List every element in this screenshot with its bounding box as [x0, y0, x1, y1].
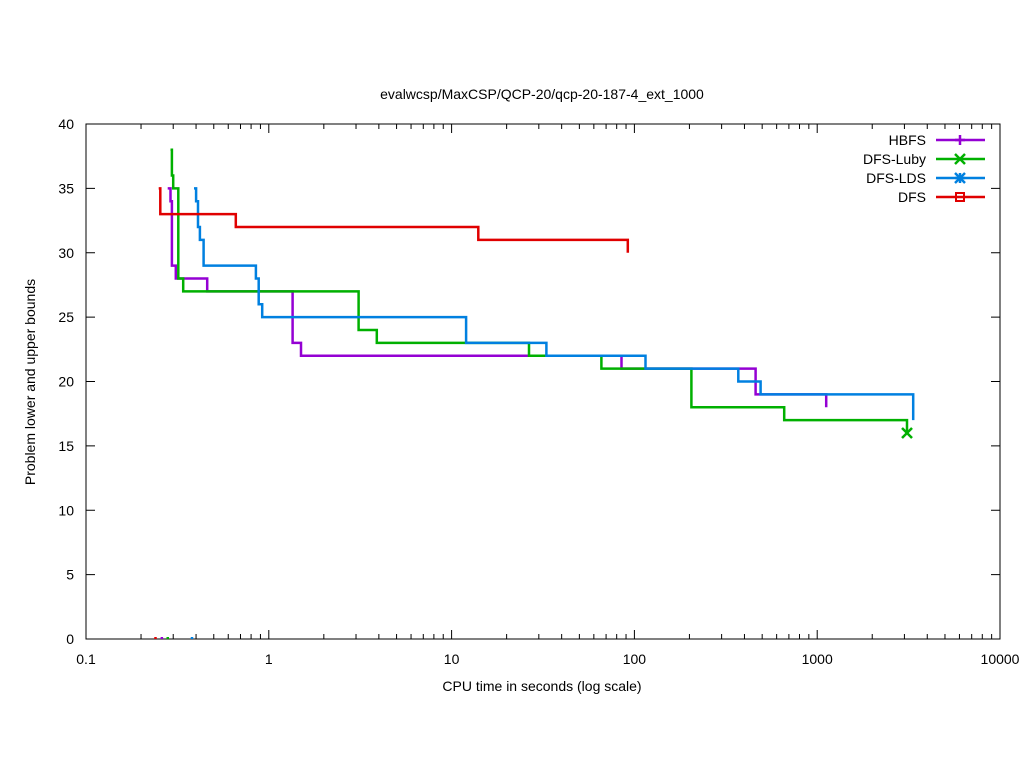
x-tick-label: 10000: [981, 651, 1020, 667]
x-tick-label: 100: [623, 651, 647, 667]
legend-marker: [954, 153, 966, 165]
y-tick-label: 30: [58, 245, 74, 261]
x-tick-label: 1000: [802, 651, 833, 667]
plot-area: 0.1 1 10 100 1000 10000 0 5 10 15 20 25 30 35 40: [58, 116, 1019, 667]
series-line-dfs-luby: [170, 148, 909, 433]
chart-title: evalwcsp/MaxCSP/QCP-20/qcp-20-187-4_ext_…: [380, 86, 704, 102]
x-tick-label: 0.1: [76, 651, 96, 667]
legend-label: HBFS: [889, 132, 926, 148]
legend: HBFS DFS-Luby DFS-LDS DFS: [863, 132, 985, 205]
y-axis: 0 5 10 15 20 25 30 35 40: [58, 116, 1000, 647]
x-tick-label: 10: [444, 651, 460, 667]
series-line-hbfs: [167, 187, 828, 408]
x-tick-label: 1: [265, 651, 273, 667]
legend-marker: [955, 192, 965, 202]
plot-frame: [85, 123, 1001, 640]
series-line-dfs-lds: [194, 187, 915, 421]
y-tick-label: 15: [58, 438, 74, 454]
y-tick-label: 10: [58, 502, 74, 518]
legend-label: DFS-Luby: [863, 151, 926, 167]
x-axis: 0.1 1 10 100 1000 10000: [76, 124, 1020, 667]
y-tick-label: 35: [58, 180, 74, 196]
legend-marker: [955, 135, 965, 145]
endpoint-marker-dfs-luby: [901, 427, 913, 439]
legend-marker: [954, 172, 966, 184]
series-line-dfs: [158, 187, 630, 253]
x-axis-label: CPU time in seconds (log scale): [442, 678, 641, 694]
y-tick-label: 40: [58, 116, 74, 132]
series-lines: [158, 148, 915, 439]
y-tick-label: 5: [66, 567, 74, 583]
y-tick-label: 0: [66, 631, 74, 647]
y-axis-label: Problem lower and upper bounds: [22, 279, 38, 485]
legend-label: DFS: [898, 189, 926, 205]
lower-bound-markers: [154, 637, 194, 639]
legend-label: DFS-LDS: [866, 170, 926, 186]
y-tick-label: 25: [58, 309, 74, 325]
y-tick-label: 20: [58, 374, 74, 390]
